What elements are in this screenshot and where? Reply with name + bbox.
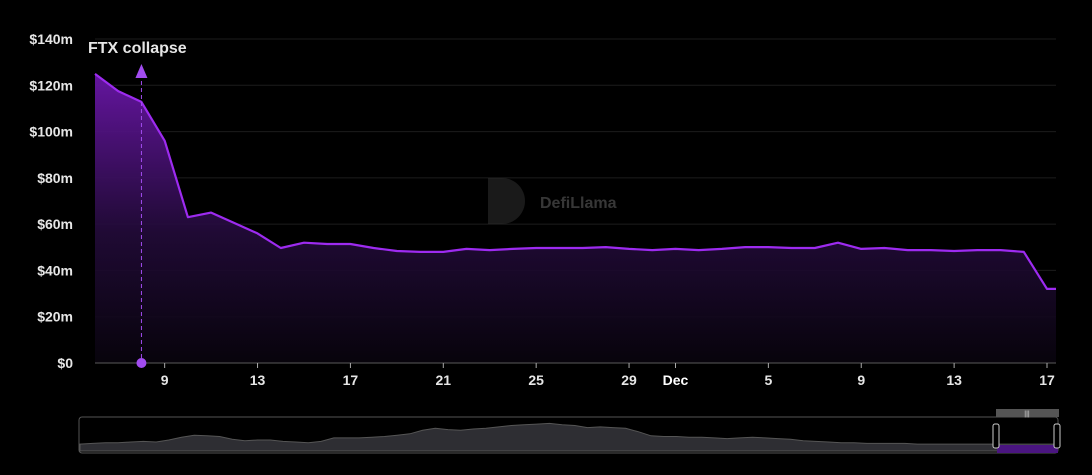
y-tick-label: $80m [37, 170, 73, 186]
brush-grip-icon: ||| [1024, 411, 1030, 418]
y-tick-label: $120m [29, 77, 73, 93]
brush-handle-right[interactable] [1053, 423, 1061, 449]
x-axis: 9 13 17 21 25 29 Dec 5 9 13 17 [161, 363, 1055, 388]
x-tick-label: 17 [343, 372, 359, 388]
tvl-line [94, 73, 1056, 290]
x-tick-label: 29 [621, 372, 637, 388]
tvl-area [95, 73, 1056, 364]
y-tick-label: $100m [29, 124, 73, 140]
brush-selection[interactable] [997, 445, 1058, 453]
x-tick-label: 5 [764, 372, 772, 388]
defillama-logo-icon [488, 178, 525, 224]
x-tick-label: 21 [436, 372, 452, 388]
annotation-label: FTX collapse [88, 40, 187, 57]
x-tick-label: 25 [528, 372, 544, 388]
y-axis: $0 $20m $40m $60m $80m $100m $120m $140m [29, 31, 73, 371]
y-tick-label: $0 [57, 355, 73, 371]
x-tick-label: Dec [663, 372, 689, 388]
y-tick-label: $20m [37, 309, 73, 325]
y-tick-label: $140m [29, 31, 73, 47]
y-tick-label: $40m [37, 262, 73, 278]
x-tick-label: 9 [857, 372, 865, 388]
x-tick-label: 9 [161, 372, 169, 388]
watermark: DefiLlama [488, 178, 617, 224]
ftx-collapse-annotation: FTX collapse [88, 40, 187, 368]
watermark-text: DefiLlama [540, 195, 617, 212]
x-tick-label: 17 [1039, 372, 1055, 388]
x-tick-label: 13 [250, 372, 266, 388]
range-brush[interactable]: ||| [78, 409, 1061, 454]
y-tick-label: $60m [37, 216, 73, 232]
brush-drag-bar[interactable] [996, 409, 1059, 417]
annotation-marker[interactable] [136, 358, 147, 368]
overview-area [79, 422, 1058, 452]
brush-handle-left[interactable] [992, 423, 1000, 449]
x-tick-label: 13 [946, 372, 962, 388]
arrow-up-icon [135, 64, 148, 78]
